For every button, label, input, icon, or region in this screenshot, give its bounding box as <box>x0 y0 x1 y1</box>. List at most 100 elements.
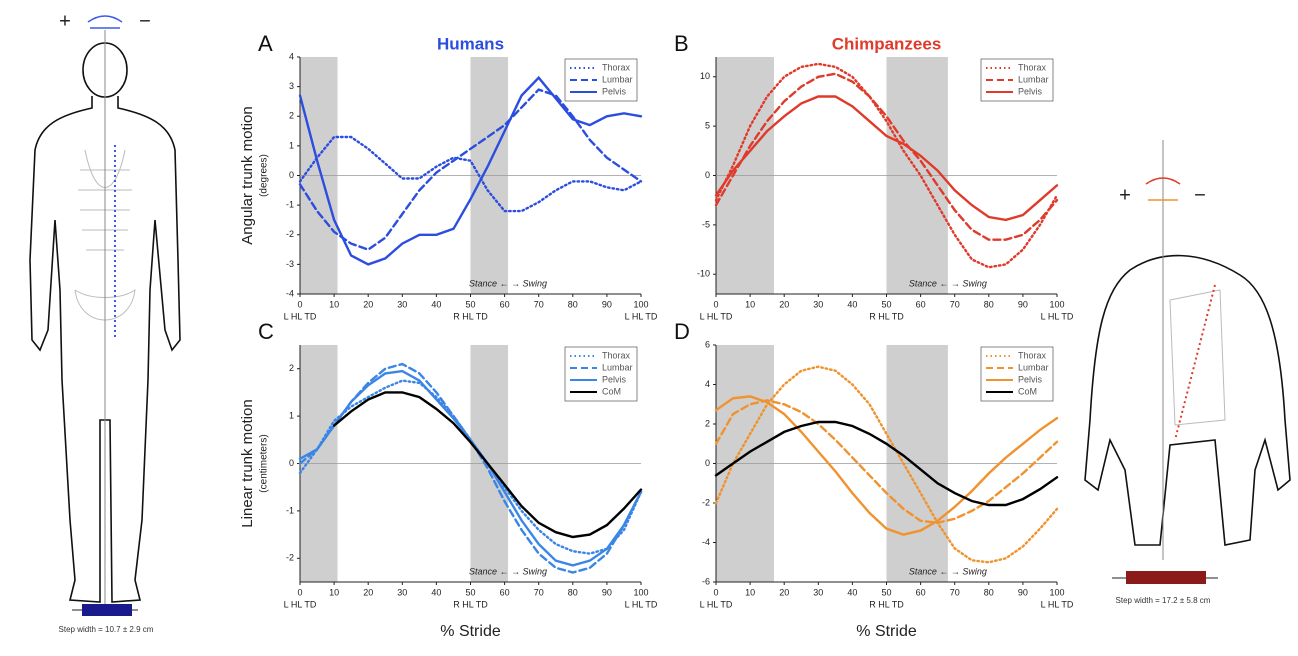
x-tick-label: 40 <box>847 587 857 597</box>
x-tick-label: 50 <box>881 587 891 597</box>
x-tick-label: 80 <box>568 299 578 309</box>
x-tick-label: 20 <box>779 299 789 309</box>
legend: Thorax Lumbar Pelvis CoM <box>980 346 1054 402</box>
x-tick-label: 70 <box>950 299 960 309</box>
y-tick-label: -5 <box>702 219 710 229</box>
x-tick-label: 10 <box>745 587 755 597</box>
y-tick-label: 4 <box>705 379 710 389</box>
x-tick-label: 30 <box>397 587 407 597</box>
y-tick-label: 0 <box>289 170 294 180</box>
event-label: R HL TD <box>869 311 904 321</box>
y-tick-label: 6 <box>705 339 710 349</box>
y-tick-label: -6 <box>702 576 710 586</box>
y-tick-label: 1 <box>289 410 294 420</box>
y-tick-label: 5 <box>705 121 710 131</box>
plus-sign: + <box>1119 184 1131 206</box>
y-tick-label: 0 <box>705 458 710 468</box>
legend: Thorax Lumbar Pelvis <box>564 58 638 102</box>
event-label: L HL TD <box>284 599 317 609</box>
x-tick-label: 60 <box>916 299 926 309</box>
x-tick-label: 100 <box>1049 587 1064 597</box>
chimp-illustration <box>1084 140 1291 584</box>
y-tick-label: 0 <box>705 170 710 180</box>
x-tick-label: 90 <box>1018 587 1028 597</box>
y-tick-label: -3 <box>286 259 294 269</box>
x-tick-label: 90 <box>602 299 612 309</box>
step-width-label: Step width = 10.7 ± 2.9 cm <box>59 625 154 634</box>
y-tick-label: -2 <box>286 553 294 563</box>
event-label: L HL TD <box>284 311 317 321</box>
legend-label: Thorax <box>1018 62 1047 72</box>
x-tick-label: 80 <box>568 587 578 597</box>
phase-annotation: Stance ← → Swing <box>469 566 547 576</box>
x-tick-label: 70 <box>534 587 544 597</box>
x-tick-label: 0 <box>713 587 718 597</box>
y-tick-label: -1 <box>286 200 294 210</box>
x-tick-label: 10 <box>329 299 339 309</box>
legend-label: Pelvis <box>602 86 627 96</box>
series-line <box>298 75 643 266</box>
y-tick-label: -4 <box>286 288 294 298</box>
legend-label: Thorax <box>1018 350 1047 360</box>
y-tick-label: 2 <box>705 418 710 428</box>
legend-label: Pelvis <box>1018 86 1043 96</box>
x-axis-label: % Stride <box>440 623 501 640</box>
x-tick-label: 90 <box>1018 299 1028 309</box>
series-line <box>298 88 643 251</box>
legend-label: Lumbar <box>602 362 633 372</box>
x-tick-label: 80 <box>984 587 994 597</box>
plus-sign: + <box>59 10 71 32</box>
x-tick-label: 100 <box>633 299 648 309</box>
legend: Thorax Lumbar Pelvis <box>980 58 1054 102</box>
y-tick-label: -10 <box>697 269 710 279</box>
x-tick-label: 40 <box>847 299 857 309</box>
x-tick-label: 60 <box>500 587 510 597</box>
legend-label: Thorax <box>602 350 631 360</box>
y-axis-unit: (degrees) <box>259 154 270 197</box>
legend-label: Lumbar <box>1018 74 1049 84</box>
legend-label: Pelvis <box>602 374 627 384</box>
panel-letter: A <box>258 31 273 56</box>
legend: Thorax Lumbar Pelvis CoM <box>564 346 638 402</box>
event-label: R HL TD <box>453 311 488 321</box>
minus-sign: − <box>139 10 151 32</box>
x-tick-label: 0 <box>297 299 302 309</box>
event-label: L HL TD <box>700 311 733 321</box>
y-axis-label: Angular trunk motion <box>239 106 256 244</box>
y-tick-label: -2 <box>286 229 294 239</box>
panel-letter: C <box>258 319 274 344</box>
series-line <box>298 369 643 567</box>
event-label: L HL TD <box>625 311 658 321</box>
x-tick-label: 20 <box>363 299 373 309</box>
phase-annotation: Stance ← → Swing <box>909 278 987 288</box>
panel-letter: D <box>674 319 690 344</box>
x-tick-label: 100 <box>633 587 648 597</box>
event-label: L HL TD <box>625 599 658 609</box>
y-tick-label: -4 <box>702 537 710 547</box>
y-axis-unit: (centimeters) <box>259 434 270 492</box>
x-tick-label: 60 <box>916 587 926 597</box>
x-tick-label: 100 <box>1049 299 1064 309</box>
x-tick-label: 90 <box>602 587 612 597</box>
series-line <box>714 420 1059 507</box>
y-tick-label: -1 <box>286 505 294 515</box>
x-tick-label: 20 <box>363 587 373 597</box>
x-tick-label: 50 <box>465 587 475 597</box>
x-tick-label: 40 <box>431 587 441 597</box>
phase-annotation: Stance ← → Swing <box>909 566 987 576</box>
x-tick-label: 70 <box>950 587 960 597</box>
series-line <box>714 72 1059 241</box>
phase-annotation: Stance ← → Swing <box>469 278 547 288</box>
legend-label: Lumbar <box>602 74 633 84</box>
x-tick-label: 30 <box>813 299 823 309</box>
y-tick-label: 4 <box>289 51 294 61</box>
y-tick-label: 3 <box>289 81 294 91</box>
y-axis-label: Linear trunk motion <box>239 399 256 527</box>
legend-label: Pelvis <box>1018 374 1043 384</box>
series-line <box>332 391 643 539</box>
y-tick-label: 0 <box>289 458 294 468</box>
event-label: R HL TD <box>869 599 904 609</box>
series-line <box>714 395 1059 536</box>
x-tick-label: 70 <box>534 299 544 309</box>
